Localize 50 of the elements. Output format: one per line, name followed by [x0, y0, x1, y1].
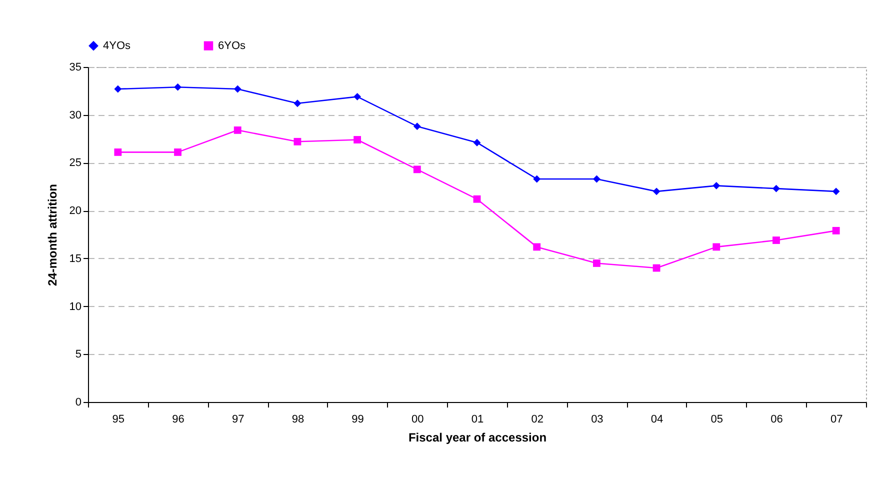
x-tick-label: 07 — [830, 414, 843, 426]
y-tick-label: 25 — [69, 157, 82, 170]
legend-label: 6YOs — [218, 40, 246, 52]
y-tick-label: 15 — [69, 252, 82, 265]
x-tick-label: 00 — [412, 414, 424, 426]
y-tick-label: 30 — [69, 109, 82, 122]
point — [712, 243, 720, 251]
point — [294, 100, 302, 108]
y-tick-label: 10 — [69, 300, 82, 313]
x-tick-label: 95 — [112, 414, 125, 426]
point — [354, 92, 362, 100]
point — [652, 188, 660, 196]
point — [533, 243, 541, 251]
point — [592, 260, 600, 267]
x-tick-label: 99 — [352, 414, 364, 426]
x-tick-label: 96 — [172, 414, 184, 426]
point — [832, 188, 840, 196]
point — [473, 195, 481, 203]
point — [533, 175, 541, 183]
y-tick-label: 20 — [69, 205, 82, 218]
point — [174, 83, 182, 91]
point — [712, 182, 720, 190]
point — [413, 166, 421, 174]
legend-label: 4YOs — [103, 40, 132, 52]
x-tick-label: 05 — [710, 414, 724, 426]
x-tick-label: 01 — [471, 414, 484, 426]
point — [772, 184, 780, 192]
y-tick-label: 0 — [75, 396, 82, 408]
point — [294, 138, 302, 146]
point — [114, 85, 122, 93]
point — [354, 136, 362, 144]
point — [592, 175, 600, 183]
point — [772, 236, 780, 244]
y-axis-title: 24-month attrition — [45, 184, 60, 286]
x-tick-label: 98 — [292, 414, 304, 426]
x-tick-label: 03 — [591, 414, 604, 426]
x-tick-label: 06 — [770, 414, 783, 426]
x-tick-label: 04 — [650, 414, 664, 426]
y-tick-label: 35 — [69, 62, 82, 74]
x-axis-title: Fiscal year of accession — [408, 430, 547, 444]
point — [174, 148, 182, 156]
x-tick-label: 97 — [232, 414, 244, 426]
point — [473, 138, 481, 146]
point — [832, 226, 840, 234]
point — [234, 126, 242, 134]
y-tick-label: 5 — [75, 348, 82, 361]
x-tick-label: 02 — [531, 414, 544, 426]
point — [413, 122, 421, 130]
point — [234, 85, 242, 93]
point — [114, 148, 122, 156]
